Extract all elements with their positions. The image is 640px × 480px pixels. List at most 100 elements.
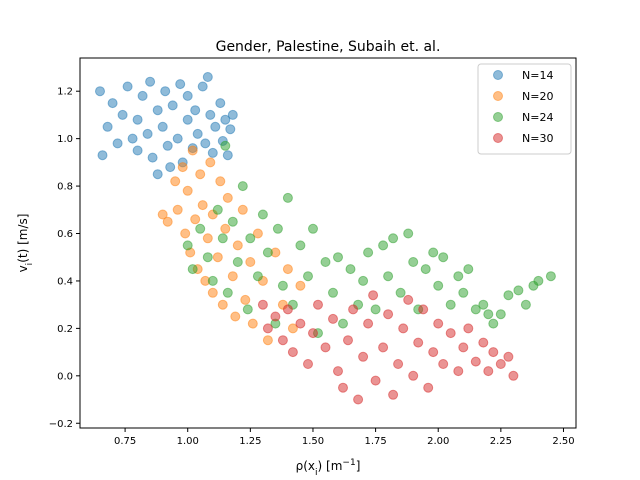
point-1-30 [252, 228, 263, 239]
point-1-4 [177, 162, 188, 173]
point-2-8 [222, 287, 233, 298]
x-tick-label: 0.75 [114, 436, 136, 447]
point-2-0 [182, 240, 193, 251]
point-1-5 [180, 228, 191, 239]
x-tick-label: 2.25 [490, 436, 512, 447]
point-0-27 [190, 105, 201, 116]
series-N=24 [182, 140, 556, 339]
point-0-8 [132, 114, 143, 125]
point-0-33 [207, 147, 218, 158]
point-0-0 [95, 86, 105, 97]
point-0-14 [152, 105, 163, 116]
point-3-29 [418, 304, 429, 315]
legend-marker-2 [493, 112, 503, 122]
point-2-1 [187, 264, 198, 275]
point-1-16 [207, 287, 218, 298]
point-3-22 [383, 309, 394, 320]
point-0-24 [182, 114, 193, 125]
point-0-21 [172, 133, 183, 144]
point-1-0 [157, 209, 168, 220]
point-3-1 [262, 323, 273, 334]
point-0-20 [167, 100, 178, 111]
x-tick-label: 2.00 [427, 436, 449, 447]
point-1-25 [232, 240, 243, 251]
point-2-33 [363, 247, 374, 258]
point-3-44 [508, 370, 519, 381]
point-1-32 [262, 335, 273, 346]
point-1-6 [182, 185, 193, 196]
point-3-30 [423, 382, 434, 393]
legend-label-3: N=30 [522, 132, 553, 145]
x-tick-label: 1.25 [239, 436, 261, 447]
point-2-15 [257, 209, 268, 220]
point-0-40 [227, 109, 238, 120]
y-tick-label: 1.0 [57, 134, 73, 145]
point-3-15 [348, 304, 359, 315]
point-2-9 [227, 216, 238, 227]
point-0-1 [97, 150, 108, 161]
point-3-32 [433, 318, 444, 329]
point-2-59 [533, 275, 544, 286]
point-2-46 [445, 299, 456, 310]
point-0-16 [157, 121, 168, 132]
point-1-26 [237, 204, 248, 215]
point-1-3 [172, 204, 183, 215]
point-2-40 [408, 257, 419, 267]
point-0-19 [165, 162, 176, 173]
point-3-33 [438, 359, 449, 369]
point-0-35 [215, 98, 226, 109]
x-axis-label: ρ(xi) [m−1] [296, 458, 361, 478]
legend-marker-0 [493, 70, 503, 80]
point-3-24 [393, 359, 404, 369]
point-1-19 [215, 176, 226, 187]
point-3-21 [378, 342, 389, 353]
point-0-2 [102, 121, 113, 132]
point-1-15 [205, 157, 216, 168]
point-1-18 [212, 252, 223, 263]
point-1-21 [220, 223, 231, 234]
point-0-32 [205, 109, 216, 120]
point-3-36 [458, 342, 469, 353]
point-3-31 [428, 347, 439, 358]
point-3-40 [483, 366, 494, 377]
point-3-42 [495, 359, 506, 369]
point-2-18 [272, 223, 283, 234]
point-3-34 [445, 328, 456, 339]
point-3-38 [470, 356, 481, 367]
point-0-17 [160, 86, 171, 97]
point-2-26 [320, 257, 331, 267]
point-3-41 [488, 347, 499, 358]
point-2-4 [207, 275, 218, 286]
point-0-11 [142, 128, 153, 139]
series-N=30 [257, 290, 519, 405]
point-1-12 [197, 200, 208, 211]
x-tick-label: 2.50 [552, 436, 574, 447]
point-2-6 [217, 233, 228, 244]
point-2-38 [395, 287, 406, 298]
point-0-10 [137, 90, 148, 101]
x-axis: 0.75 1.00 1.25 1.50 1.75 2.00 2.25 2.50 [114, 428, 575, 447]
x-tick-label: 1.00 [177, 436, 199, 447]
x-tick-label: 1.75 [364, 436, 386, 447]
point-3-18 [363, 318, 374, 329]
plot-frame [79, 57, 577, 429]
point-2-11 [237, 181, 248, 192]
point-2-23 [303, 271, 313, 282]
point-2-47 [453, 271, 464, 282]
y-tick-label: 0.2 [57, 324, 73, 335]
point-0-9 [132, 145, 143, 156]
point-2-7 [220, 140, 231, 151]
legend-marker-3 [493, 133, 503, 143]
series-N=14 [95, 72, 238, 180]
point-1-36 [287, 323, 298, 334]
point-3-13 [338, 382, 348, 393]
point-2-54 [495, 309, 506, 320]
y-tick-label: 1.2 [57, 87, 73, 98]
point-2-24 [308, 223, 318, 234]
point-0-38 [222, 150, 233, 161]
point-0-6 [122, 81, 133, 92]
point-0-7 [127, 133, 138, 144]
point-2-57 [520, 299, 531, 310]
point-3-9 [313, 299, 323, 310]
